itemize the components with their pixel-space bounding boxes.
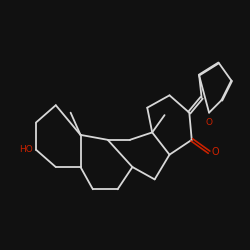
Text: O: O [212, 147, 219, 157]
Text: O: O [206, 118, 212, 127]
Text: HO: HO [19, 145, 33, 154]
